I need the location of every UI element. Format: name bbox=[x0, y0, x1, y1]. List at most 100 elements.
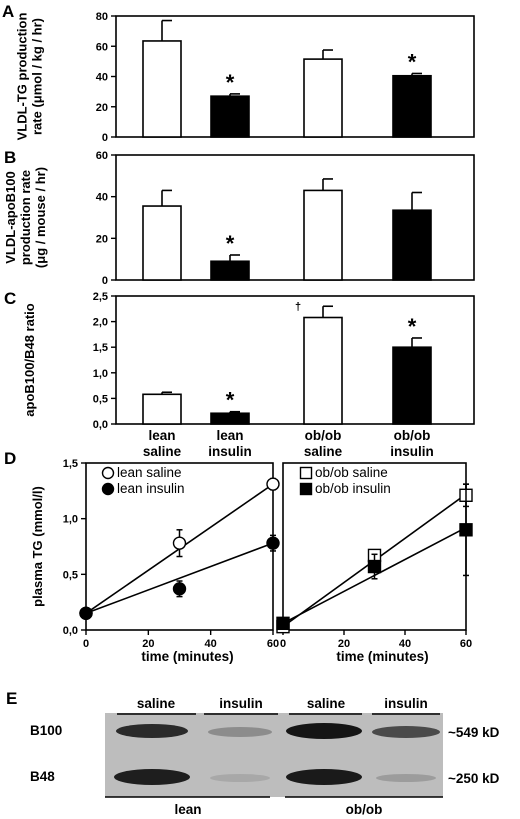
y-tick-label: 1,0 bbox=[63, 514, 78, 526]
bar bbox=[392, 346, 432, 425]
legend-marker bbox=[299, 466, 313, 480]
y-tick-label: 1,0 bbox=[93, 368, 108, 380]
y-tick-label: 2,0 bbox=[93, 317, 108, 329]
plot-frame bbox=[115, 295, 475, 425]
western-blot: saline insulin saline insulin B100 B48 ~… bbox=[30, 696, 500, 817]
category-label: lean bbox=[216, 428, 243, 443]
y-tick-label: 20 bbox=[96, 102, 108, 114]
band bbox=[210, 774, 270, 782]
fit-line bbox=[85, 542, 274, 615]
panel-label-c: C bbox=[4, 289, 16, 308]
y-tick-label: 0,0 bbox=[93, 419, 108, 431]
data-point bbox=[266, 477, 280, 491]
category-label: insulin bbox=[208, 444, 252, 459]
band bbox=[376, 774, 436, 782]
category-label: ob/ob bbox=[305, 428, 342, 443]
y-axis-label: production rate bbox=[18, 170, 33, 265]
y-tick-label: 0 bbox=[102, 275, 108, 287]
y-axis-label: VLDL-apoB100 bbox=[3, 171, 18, 263]
x-axis-label: time (minutes) bbox=[141, 649, 233, 664]
panel-label-d: D bbox=[4, 449, 16, 468]
bar bbox=[210, 95, 250, 138]
legend-marker bbox=[101, 482, 115, 496]
legend-marker bbox=[299, 482, 313, 496]
chart-b-vldl-apob100: 0 20 40 60 VLDL-apoB100 production rate (μg / … bbox=[3, 150, 475, 287]
chart-c-apob-ratio: 0,0 0,5 1,0 1,5 2,0 2,5 apoB100/B48 ratio * † * le… bbox=[22, 291, 475, 459]
x-tick-label: 40 bbox=[399, 638, 411, 650]
band bbox=[372, 726, 440, 738]
lane-label: insulin bbox=[219, 696, 263, 711]
data-point bbox=[367, 559, 382, 574]
x-tick-label: 40 bbox=[205, 638, 217, 650]
y-axis-label: (μg / mouse / hr) bbox=[33, 167, 48, 268]
data-point bbox=[276, 616, 290, 631]
y-axis-label: apoB100/B48 ratio bbox=[22, 303, 37, 416]
significance-star: * bbox=[226, 70, 235, 95]
x-tick-label: 60 bbox=[267, 638, 279, 650]
category-label: saline bbox=[143, 444, 182, 459]
y-tick-label: 40 bbox=[96, 72, 108, 84]
y-tick-label: 0,5 bbox=[93, 393, 108, 405]
chart-a-vldl-tg: 0 20 40 60 80 VLDL-TG production rate (μmol / … bbox=[15, 11, 475, 144]
band bbox=[286, 723, 362, 739]
data-point bbox=[172, 582, 187, 596]
legend-label: lean insulin bbox=[117, 481, 185, 496]
plot-frame bbox=[115, 154, 475, 281]
category-label: insulin bbox=[390, 444, 434, 459]
data-point bbox=[172, 536, 187, 550]
panel-label-a: A bbox=[2, 2, 14, 21]
lane-label: saline bbox=[137, 696, 176, 711]
y-axis-label: rate (μmol / kg / hr) bbox=[30, 18, 45, 135]
lane-label: saline bbox=[307, 696, 346, 711]
y-axis-label: plasma TG (mmol/l) bbox=[30, 486, 45, 607]
chart-d-lean: 0 20 40 60 time (minutes) 0,0 0,5 1,0 1,5 plasma … bbox=[30, 458, 280, 664]
legend-label: lean saline bbox=[117, 465, 182, 480]
y-tick-label: 60 bbox=[96, 41, 108, 53]
legend-label: ob/ob saline bbox=[315, 465, 388, 480]
category-label: lean bbox=[148, 428, 175, 443]
bar bbox=[142, 205, 182, 281]
group-label: ob/ob bbox=[346, 802, 383, 817]
band bbox=[286, 769, 362, 785]
y-tick-label: 40 bbox=[96, 192, 108, 204]
y-tick-label: 0,5 bbox=[63, 569, 78, 581]
band-row-b48 bbox=[114, 769, 436, 785]
dagger-annotation: † bbox=[295, 301, 301, 313]
significance-star: * bbox=[226, 388, 235, 413]
y-axis-label: VLDL-TG production bbox=[15, 13, 30, 141]
significance-star: * bbox=[408, 49, 417, 74]
lane-label: insulin bbox=[384, 696, 428, 711]
bar bbox=[392, 209, 432, 281]
size-label: ~549 kD bbox=[448, 725, 500, 740]
bar bbox=[303, 189, 343, 281]
group-label: lean bbox=[174, 802, 201, 817]
significance-star: * bbox=[408, 314, 417, 339]
legend-label: ob/ob insulin bbox=[315, 481, 391, 496]
x-tick-label: 20 bbox=[338, 638, 350, 650]
y-tick-label: 1,5 bbox=[63, 458, 78, 470]
x-tick-label: 0 bbox=[280, 638, 286, 650]
band-label: B48 bbox=[30, 769, 55, 784]
panel-label-b: B bbox=[4, 148, 16, 167]
band bbox=[116, 724, 188, 738]
y-tick-label: 0,0 bbox=[63, 625, 78, 637]
bar bbox=[303, 316, 343, 425]
y-tick-label: 20 bbox=[96, 233, 108, 245]
size-label: ~250 kD bbox=[448, 771, 500, 786]
bar bbox=[392, 74, 432, 138]
legend-marker bbox=[101, 466, 115, 480]
category-label: saline bbox=[304, 444, 343, 459]
x-axis-label: time (minutes) bbox=[336, 649, 428, 664]
x-tick-label: 60 bbox=[460, 638, 472, 650]
y-tick-label: 80 bbox=[96, 11, 108, 23]
x-tick-label: 0 bbox=[83, 638, 89, 650]
y-tick-label: 2,5 bbox=[93, 291, 108, 303]
x-tick-label: 20 bbox=[142, 638, 154, 650]
y-tick-label: 1,5 bbox=[93, 342, 108, 354]
bar bbox=[303, 58, 343, 138]
y-tick-label: 0 bbox=[102, 132, 108, 144]
data-point bbox=[459, 523, 473, 537]
bar bbox=[210, 260, 250, 281]
category-label: ob/ob bbox=[394, 428, 431, 443]
